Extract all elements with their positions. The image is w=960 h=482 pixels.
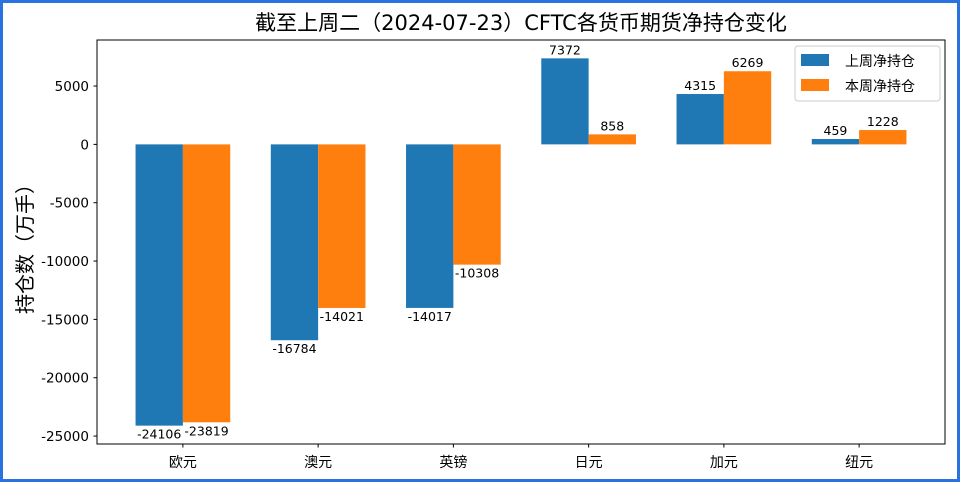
x-tick-label-4: 日元 (575, 455, 603, 471)
bar-series-1-category-1 (135, 144, 183, 426)
chart-title: 截至上周二（2024-07-23）CFTC各货币期货净持仓变化 (255, 11, 787, 35)
y-tick-label-2: 0 (80, 137, 89, 153)
x-tick-label-6: 纽元 (845, 455, 873, 471)
y-tick-label-6: -20000 (41, 371, 89, 387)
x-axis-ticks: 欧元 澳元 英镑 日元 加元 纽元 (169, 444, 873, 471)
bars-group (135, 58, 907, 426)
bar-series-2-category-5 (723, 71, 772, 145)
bar-series-1-category-4 (541, 58, 589, 145)
data-label-series-2-category-2: -14021 (320, 309, 364, 324)
legend-label-last-week: 上周净持仓 (845, 54, 915, 70)
bar-series-2-category-4 (588, 134, 636, 145)
y-axis-ticks: 5000 0 -5000 -10000 -15000 -20000 -25000 (41, 79, 97, 445)
bar-series-2-category-3 (453, 144, 501, 265)
y-tick-label-5: -15000 (41, 312, 89, 328)
legend: 上周净持仓 本周净持仓 (794, 45, 941, 102)
bar-series-2-category-2 (318, 144, 366, 308)
data-label-series-2-category-1: -23819 (184, 423, 228, 438)
bar-series-2-category-6 (859, 130, 907, 145)
data-label-series-2-category-5: 6269 (732, 55, 764, 70)
bar-series-1-category-2 (270, 144, 319, 341)
data-label-series-1-category-4: 7372 (549, 42, 581, 57)
data-label-series-1-category-5: 4315 (684, 78, 716, 93)
plot-area-frame (96, 39, 946, 445)
y-tick-label-4: -10000 (41, 254, 89, 270)
data-label-series-1-category-6: 459 (824, 123, 848, 138)
y-tick-label-3: -5000 (50, 196, 89, 212)
bar-series-1-category-6 (811, 139, 860, 145)
x-tick-label-1: 欧元 (169, 455, 197, 471)
data-label-series-2-category-3: -10308 (455, 266, 499, 281)
x-tick-label-3: 英镑 (439, 454, 467, 471)
data-label-series-2-category-6: 1228 (867, 114, 899, 129)
data-label-series-1-category-2: -16784 (272, 341, 316, 356)
data-labels-group: -24106 -16784 -14017 7372 4315 459 -23819 -1402… (137, 42, 899, 441)
bar-series-2-category-1 (182, 144, 231, 423)
x-tick-label-5: 加元 (710, 455, 738, 471)
y-tick-label-1: 5000 (55, 79, 89, 95)
x-tick-label-2: 澳元 (304, 455, 332, 471)
legend-box (794, 45, 941, 102)
legend-swatch-this-week (801, 79, 829, 91)
bar-series-1-category-3 (406, 144, 454, 308)
y-tick-label-7: -25000 (41, 429, 89, 445)
legend-label-this-week: 本周净持仓 (845, 79, 915, 95)
legend-swatch-last-week (801, 54, 829, 66)
data-label-series-1-category-3: -14017 (408, 309, 452, 324)
y-axis-label: 持仓数（万手） (13, 174, 37, 314)
bar-series-1-category-5 (676, 94, 724, 145)
data-label-series-2-category-4: 858 (600, 118, 624, 133)
data-label-series-1-category-1: -24106 (137, 427, 181, 442)
